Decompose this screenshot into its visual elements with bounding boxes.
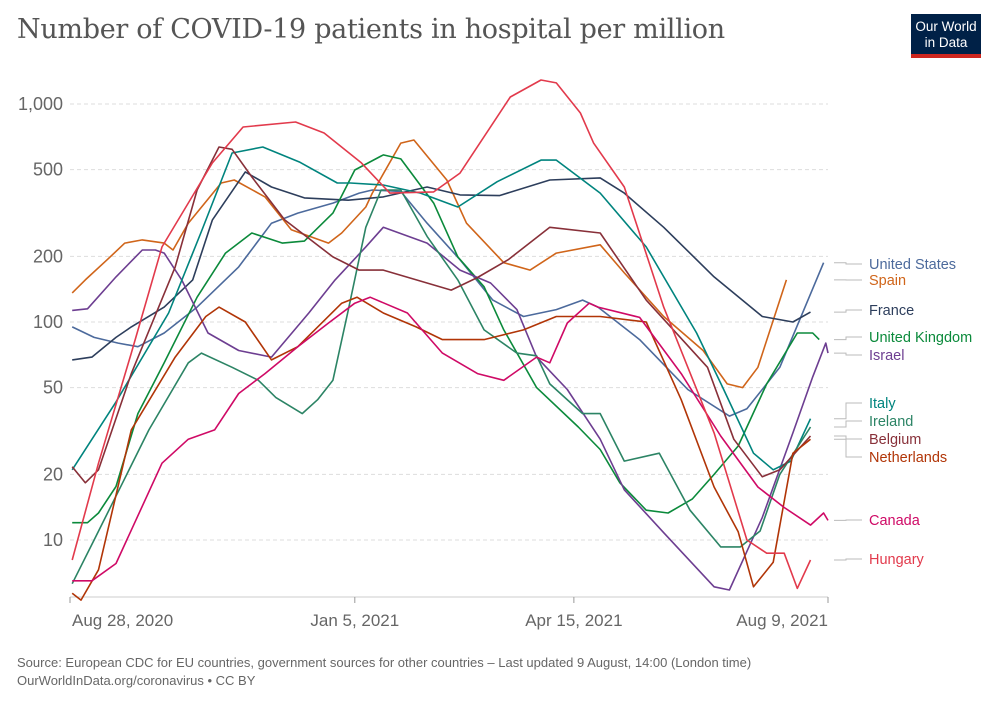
legend-label-italy[interactable]: Italy — [869, 396, 896, 412]
legend-connector — [834, 402, 862, 420]
legend-connector — [834, 262, 862, 265]
y-tick-label: 500 — [33, 160, 63, 180]
footer: Source: European CDC for EU countries, g… — [17, 654, 751, 690]
series-line-israel[interactable] — [72, 226, 829, 591]
legend-connector — [834, 438, 862, 458]
series-line-netherlands[interactable] — [71, 296, 811, 601]
series-line-hungary[interactable] — [71, 79, 812, 590]
legend-connector — [834, 420, 862, 428]
series-line-belgium[interactable] — [71, 146, 812, 484]
legend-label-belgium[interactable]: Belgium — [869, 432, 921, 448]
x-tick-label: Apr 15, 2021 — [525, 611, 622, 630]
legend-connector — [834, 309, 862, 313]
gridlines — [70, 103, 828, 541]
legend-label-hungary[interactable]: Hungary — [869, 552, 925, 568]
series-line-ireland[interactable] — [71, 189, 812, 585]
legend-label-netherlands[interactable]: Netherlands — [869, 450, 947, 466]
x-tick-label: Aug 28, 2020 — [72, 611, 173, 630]
y-tick-label: 50 — [43, 378, 63, 398]
line-chart: 10 20 50 100 200 500 1,000 Aug 28, 2020 Jan 5, … — [18, 79, 972, 630]
series-line-canada[interactable] — [72, 296, 829, 582]
series-line-france[interactable] — [72, 171, 811, 361]
legend-connector — [834, 435, 862, 440]
credit-link[interactable]: OurWorldInData.org/coronavirus • CC BY — [17, 673, 256, 688]
legend-label-israel[interactable]: Israel — [869, 348, 904, 364]
legend-label-spain[interactable]: Spain — [869, 273, 906, 289]
y-tick-label: 1,000 — [18, 94, 63, 114]
owid-logo[interactable]: Our World in Data — [911, 14, 981, 58]
legend-connector — [834, 336, 862, 341]
legend-label-france[interactable]: France — [869, 303, 914, 319]
x-tick-label: Aug 9, 2021 — [736, 611, 828, 630]
logo-text: Our World in Data — [915, 19, 977, 50]
source-note: Source: European CDC for EU countries, g… — [17, 655, 752, 670]
y-axis: 10 20 50 100 200 500 1,000 — [18, 94, 63, 550]
y-tick-label: 100 — [33, 312, 63, 332]
logo-stripe — [911, 54, 981, 58]
x-tick-label: Jan 5, 2021 — [310, 611, 399, 630]
y-tick-label: 10 — [43, 530, 63, 550]
legend-connector — [834, 558, 862, 561]
legend-label-united-kingdom[interactable]: United Kingdom — [869, 330, 972, 346]
legend-connector — [834, 352, 862, 356]
y-tick-label: 200 — [33, 246, 63, 266]
series-line-united-states[interactable] — [71, 189, 825, 417]
y-tick-label: 20 — [43, 464, 63, 484]
legend-label-canada[interactable]: Canada — [869, 513, 921, 529]
chart-title: Number of COVID-19 patients in hospital … — [17, 14, 725, 45]
legend-label-united-states[interactable]: United States — [869, 257, 956, 273]
series-line-italy[interactable] — [71, 146, 812, 471]
series-lines — [71, 79, 829, 601]
x-axis: Aug 28, 2020 Jan 5, 2021 Apr 15, 2021 Aug 9… — [69, 596, 829, 630]
legend-label-ireland[interactable]: Ireland — [869, 414, 913, 430]
